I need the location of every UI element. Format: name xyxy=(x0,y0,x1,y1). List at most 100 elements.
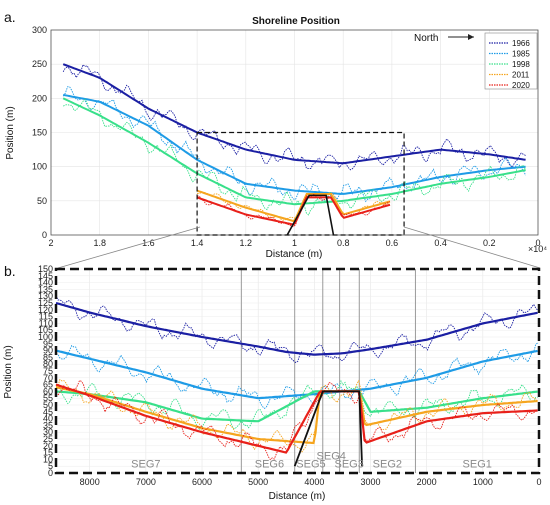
y-tick-label: 150 xyxy=(32,128,47,138)
series-1985-raw xyxy=(62,86,527,203)
north-arrow-icon xyxy=(448,34,474,40)
y-tick-label: 125 xyxy=(38,298,53,308)
x-axis-label-a: Distance (m) xyxy=(266,249,323,260)
structure-lines xyxy=(293,390,363,467)
x-tick-label: 1.8 xyxy=(93,238,106,248)
y-tick-label: 70 xyxy=(43,373,53,383)
series-2020-raw xyxy=(55,379,538,461)
x-tick-label: 2000 xyxy=(417,477,437,487)
zoom-connector-left xyxy=(57,226,201,269)
series-1966-trend xyxy=(55,301,538,356)
x-tick-label: 0.8 xyxy=(337,238,350,248)
y-tick-label: 0 xyxy=(42,230,47,240)
y-tick-label: 250 xyxy=(32,59,47,69)
y-tick-label: 200 xyxy=(32,93,47,103)
y-tick-label: 5 xyxy=(48,461,53,471)
series-1998-trend xyxy=(62,97,526,206)
segment-label-seg7: SEG7 xyxy=(131,459,160,471)
y-tick-label: 0 xyxy=(48,468,53,478)
x-tick-label: 6000 xyxy=(192,477,212,487)
y-tick-label: 110 xyxy=(39,318,53,328)
legend-label-1966: 1966 xyxy=(512,39,530,48)
x-tick-label: 0.4 xyxy=(434,238,447,248)
segment-boundaries xyxy=(240,269,416,473)
x-tick-label: 1.2 xyxy=(240,238,253,248)
legend-label-1985: 1985 xyxy=(512,50,530,59)
y-tick-label: 300 xyxy=(32,25,47,35)
x-tick-label: 8000 xyxy=(80,477,100,487)
series-2020-trend xyxy=(55,383,538,454)
panel-b-label: b. xyxy=(4,263,16,279)
series-1966-raw xyxy=(55,295,538,364)
y-tick-label: 140 xyxy=(38,278,53,288)
y-tick-label: 50 xyxy=(37,196,47,206)
y-tick-label: 50 xyxy=(43,400,53,410)
x-tick-label: 0 xyxy=(535,238,540,248)
y-tick-label: 20 xyxy=(43,441,53,451)
y-axis-label-b: Position (m) xyxy=(3,345,14,398)
y-tick-label: 35 xyxy=(43,420,53,430)
plot-b-frame xyxy=(54,267,541,475)
y-tick-label: 45 xyxy=(43,407,53,417)
legend-label-1998: 1998 xyxy=(512,60,530,69)
x-tick-label: 1.4 xyxy=(191,238,204,248)
y-tick-label: 10 xyxy=(43,454,53,464)
structure-a xyxy=(286,194,335,236)
x-axis-label-b: Distance (m) xyxy=(269,491,326,502)
inset-rect xyxy=(196,131,405,236)
y-tick-label: 60 xyxy=(43,386,53,396)
segment-label-seg1: SEG1 xyxy=(463,459,492,471)
y-tick-label: 115 xyxy=(39,312,53,322)
y-tick-label: 85 xyxy=(43,352,53,362)
chart-a-title: Shoreline Position xyxy=(252,16,340,27)
y-tick-label: 15 xyxy=(43,448,53,458)
series-1998-trend xyxy=(55,390,538,423)
legend-box xyxy=(484,32,538,90)
y-tick-label: 105 xyxy=(38,325,53,335)
y-axis-label-a: Position (m) xyxy=(5,106,16,159)
y-tick-label: 135 xyxy=(38,284,53,294)
ticks-b: 8000 7000 6000 5000 4000 3000 2000 1000 00510152… xyxy=(38,264,542,487)
segment-label-seg5: SEG5 xyxy=(296,459,325,471)
ticks-a: 2 1.8 1.6 1.4 1.2 1 0.8 0.6 0.4 0.2 0 0 50 100 150 200 2… xyxy=(32,25,541,248)
x-tick-label: 2 xyxy=(48,238,53,248)
y-tick-label: 100 xyxy=(32,162,47,172)
y-tick-label: 65 xyxy=(43,380,53,390)
segment-label-seg4: SEG4 xyxy=(317,450,346,462)
y-tick-label: 25 xyxy=(43,434,53,444)
panel-a: a. Shoreline Position 2 1.8 1.6 1.4 1.2 1 0.8 0… xyxy=(4,9,547,260)
north-label: North xyxy=(414,33,438,44)
series-2011-trend xyxy=(55,386,538,445)
x-tick-label: 3000 xyxy=(360,477,380,487)
series-2011-trend xyxy=(196,189,391,223)
y-tick-label: 55 xyxy=(43,393,53,403)
series-1985-raw xyxy=(55,342,538,409)
x-tick-label: 0 xyxy=(536,477,541,487)
y-tick-label: 90 xyxy=(43,346,53,356)
legend-label-2020: 2020 xyxy=(512,81,530,90)
series-1966-raw xyxy=(62,64,526,171)
segment-label-seg6: SEG6 xyxy=(255,459,284,471)
y-tick-label: 130 xyxy=(38,291,53,301)
inset-box xyxy=(196,131,405,236)
segment-label-seg2: SEG2 xyxy=(373,459,402,471)
x-tick-label: 0.6 xyxy=(386,238,399,248)
grid-b xyxy=(56,268,540,474)
y-tick-label: 30 xyxy=(43,427,53,437)
y-tick-label: 95 xyxy=(43,339,53,349)
series-a xyxy=(62,63,527,236)
series-2011-raw xyxy=(197,191,391,221)
zoom-connector-right xyxy=(403,226,541,269)
series-b xyxy=(55,295,538,461)
y-tick-label: 120 xyxy=(38,305,53,315)
structure-b xyxy=(293,390,363,467)
x-tick-label: 1.6 xyxy=(142,238,155,248)
x-tick-label: 4000 xyxy=(304,477,324,487)
series-1985-trend xyxy=(63,93,526,195)
segment-label-seg3: SEG3 xyxy=(334,459,363,471)
legend-label-2011: 2011 xyxy=(512,71,530,80)
